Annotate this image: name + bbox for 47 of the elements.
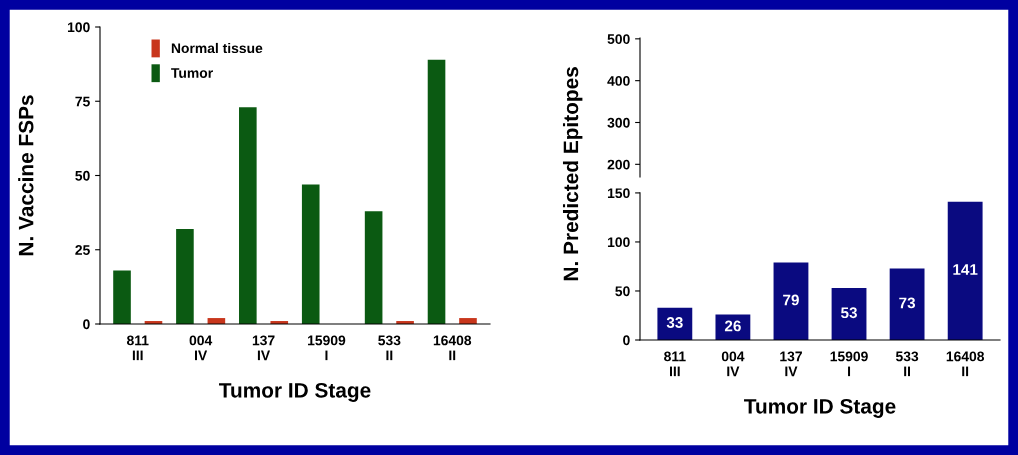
bar xyxy=(831,288,867,340)
legend-label: Tumor xyxy=(171,68,213,78)
data-label: 33 xyxy=(666,317,683,328)
data-label: 79 xyxy=(783,294,799,306)
y2-tick-label: 500 xyxy=(607,34,630,45)
y-tick-label: 0 xyxy=(623,335,630,346)
data-label: 26 xyxy=(724,320,741,332)
y-tick-label: 25 xyxy=(75,245,90,255)
bar xyxy=(176,228,194,324)
x-tick-label: 15909 I xyxy=(830,351,868,377)
x-tick-label: 004 IV xyxy=(189,335,213,361)
y2-axis-title: N. Predicted Epitopes xyxy=(562,67,583,281)
x-tick-label: 137 IV xyxy=(780,351,802,377)
bar xyxy=(773,262,809,340)
y-tick-label: 50 xyxy=(615,286,630,297)
y2-tick-label: 300 xyxy=(607,117,630,128)
data-label: 141 xyxy=(953,264,978,275)
x-tick-label: 533 II xyxy=(895,351,919,377)
bar xyxy=(113,270,131,324)
x-tick-label: 15909 I xyxy=(308,335,346,361)
x-axis-title: Tumor ID Stage xyxy=(219,382,371,402)
bar xyxy=(947,201,983,340)
y2-tick-label: 200 xyxy=(607,159,630,170)
x-axis-title: Tumor ID Stage xyxy=(744,398,896,418)
y-axis-title: N. Vaccine FSPs xyxy=(18,95,34,256)
bar xyxy=(889,268,925,340)
x-tick-label: 533 II xyxy=(378,335,401,361)
legend-label: Normal tissue xyxy=(171,42,263,54)
x-tick-label: 004 IV xyxy=(721,351,745,377)
x-tick-label: 811 III xyxy=(126,335,149,361)
bar xyxy=(427,59,446,324)
x-tick-label: 811 III xyxy=(664,351,686,377)
y-tick-label: 75 xyxy=(75,96,90,107)
x-tick-label: 137 IV xyxy=(252,335,275,361)
bar xyxy=(239,107,257,324)
bar xyxy=(364,211,383,324)
y-tick-label: 150 xyxy=(607,188,630,199)
y2-tick-label: 400 xyxy=(607,76,630,86)
data-label: 53 xyxy=(841,307,857,319)
x-tick-label: 16408 II xyxy=(946,351,985,377)
y-tick-label: 50 xyxy=(75,170,90,181)
y-tick-label: 0 xyxy=(83,319,90,330)
y-tick-label: 100 xyxy=(607,237,630,248)
data-label: 73 xyxy=(899,297,916,309)
y-tick-label: 100 xyxy=(67,22,90,33)
bar xyxy=(301,184,320,324)
x-tick-label: 16408 II xyxy=(433,335,472,361)
